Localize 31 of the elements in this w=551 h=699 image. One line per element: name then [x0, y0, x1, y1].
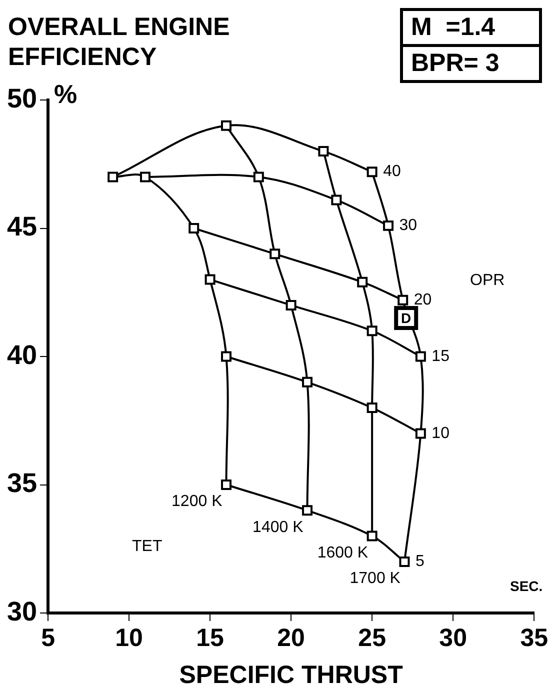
series-label: 15	[432, 348, 450, 365]
series-label: 1400 K	[252, 518, 304, 536]
series-label: 30	[399, 217, 418, 234]
y-tick-label: 50	[6, 83, 38, 114]
y-tick-label: 45	[6, 212, 38, 242]
y-axis-title: %	[54, 79, 78, 110]
chart-title: OVERALL ENGINE EFFICIENCY	[8, 12, 231, 72]
series-label: 40	[383, 163, 401, 180]
series-label: 1700 K	[350, 570, 401, 588]
annotation: D	[401, 310, 412, 326]
x-tick-label: 35	[520, 624, 548, 652]
x-tick-label: 5	[41, 624, 56, 652]
x-tick-label: 25	[358, 624, 386, 652]
text: BPR= 3	[403, 44, 539, 80]
series-label: 1600 K	[317, 544, 368, 562]
y-tick-label: 40	[6, 340, 38, 370]
x-tick-label: 30	[439, 624, 467, 652]
text: M =1.4	[410, 12, 496, 43]
series-label: 10	[432, 424, 450, 442]
annotation: TET	[132, 538, 162, 556]
x-tick-label: 10	[115, 624, 143, 652]
x-axis-title: SPECIFIC THRUST	[179, 660, 403, 689]
y-tick-label: 30	[6, 596, 38, 626]
annotation: OPR	[470, 272, 505, 290]
series-label: 5	[415, 553, 424, 570]
annotation: SEC.	[510, 578, 543, 594]
series-label: 1200 K	[172, 493, 223, 510]
y-tick-label: 35	[6, 468, 38, 498]
x-tick-label: 20	[277, 624, 305, 652]
series-label: 20	[414, 291, 432, 308]
x-tick-label: 15	[196, 624, 224, 652]
